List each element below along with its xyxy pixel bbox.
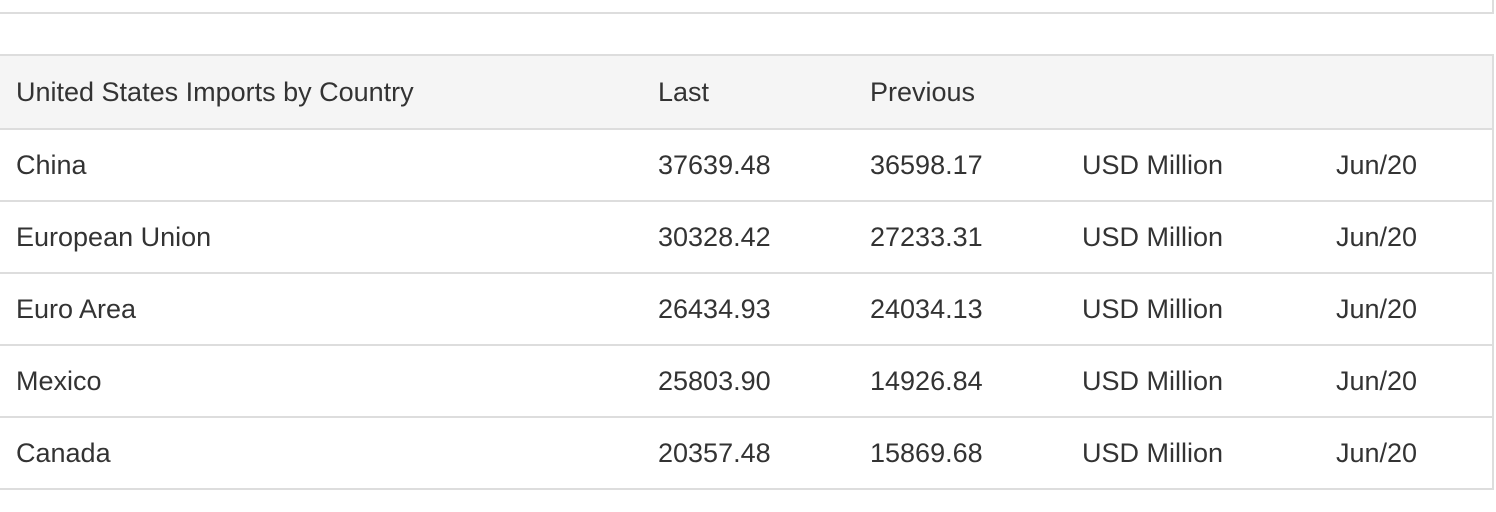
- table-row[interactable]: European Union 30328.42 27233.31 USD Mil…: [0, 201, 1492, 274]
- table-header-row: United States Imports by Country Last Pr…: [0, 56, 1492, 130]
- country-link[interactable]: Canada: [0, 417, 642, 490]
- last-value: 20357.48: [642, 417, 854, 490]
- unit-label: USD Million: [1066, 201, 1320, 274]
- header-previous: Previous: [854, 56, 1066, 130]
- date-label: Jun/20: [1320, 417, 1492, 490]
- top-panel: [0, 0, 1494, 14]
- table-row[interactable]: China 37639.48 36598.17 USD Million Jun/…: [0, 129, 1492, 202]
- last-value: 26434.93: [642, 273, 854, 346]
- country-link[interactable]: China: [0, 129, 642, 202]
- country-link[interactable]: Euro Area: [0, 273, 642, 346]
- last-value: 30328.42: [642, 201, 854, 274]
- date-label: Jun/20: [1320, 129, 1492, 202]
- unit-label: USD Million: [1066, 273, 1320, 346]
- header-date: [1320, 56, 1492, 130]
- country-link[interactable]: Mexico: [0, 345, 642, 418]
- unit-label: USD Million: [1066, 129, 1320, 202]
- previous-value: 14926.84: [854, 345, 1066, 418]
- date-label: Jun/20: [1320, 201, 1492, 274]
- header-country: United States Imports by Country: [0, 56, 642, 130]
- date-label: Jun/20: [1320, 345, 1492, 418]
- date-label: Jun/20: [1320, 273, 1492, 346]
- table-row[interactable]: Euro Area 26434.93 24034.13 USD Million …: [0, 273, 1492, 346]
- unit-label: USD Million: [1066, 345, 1320, 418]
- previous-value: 24034.13: [854, 273, 1066, 346]
- header-last: Last: [642, 56, 854, 130]
- table-row[interactable]: Canada 20357.48 15869.68 USD Million Jun…: [0, 417, 1492, 490]
- last-value: 25803.90: [642, 345, 854, 418]
- header-unit: [1066, 56, 1320, 130]
- imports-table-panel: United States Imports by Country Last Pr…: [0, 54, 1494, 490]
- table-row[interactable]: Mexico 25803.90 14926.84 USD Million Jun…: [0, 345, 1492, 418]
- unit-label: USD Million: [1066, 417, 1320, 490]
- imports-by-country-table: United States Imports by Country Last Pr…: [0, 56, 1492, 490]
- previous-value: 36598.17: [854, 129, 1066, 202]
- previous-value: 27233.31: [854, 201, 1066, 274]
- last-value: 37639.48: [642, 129, 854, 202]
- previous-value: 15869.68: [854, 417, 1066, 490]
- country-link[interactable]: European Union: [0, 201, 642, 274]
